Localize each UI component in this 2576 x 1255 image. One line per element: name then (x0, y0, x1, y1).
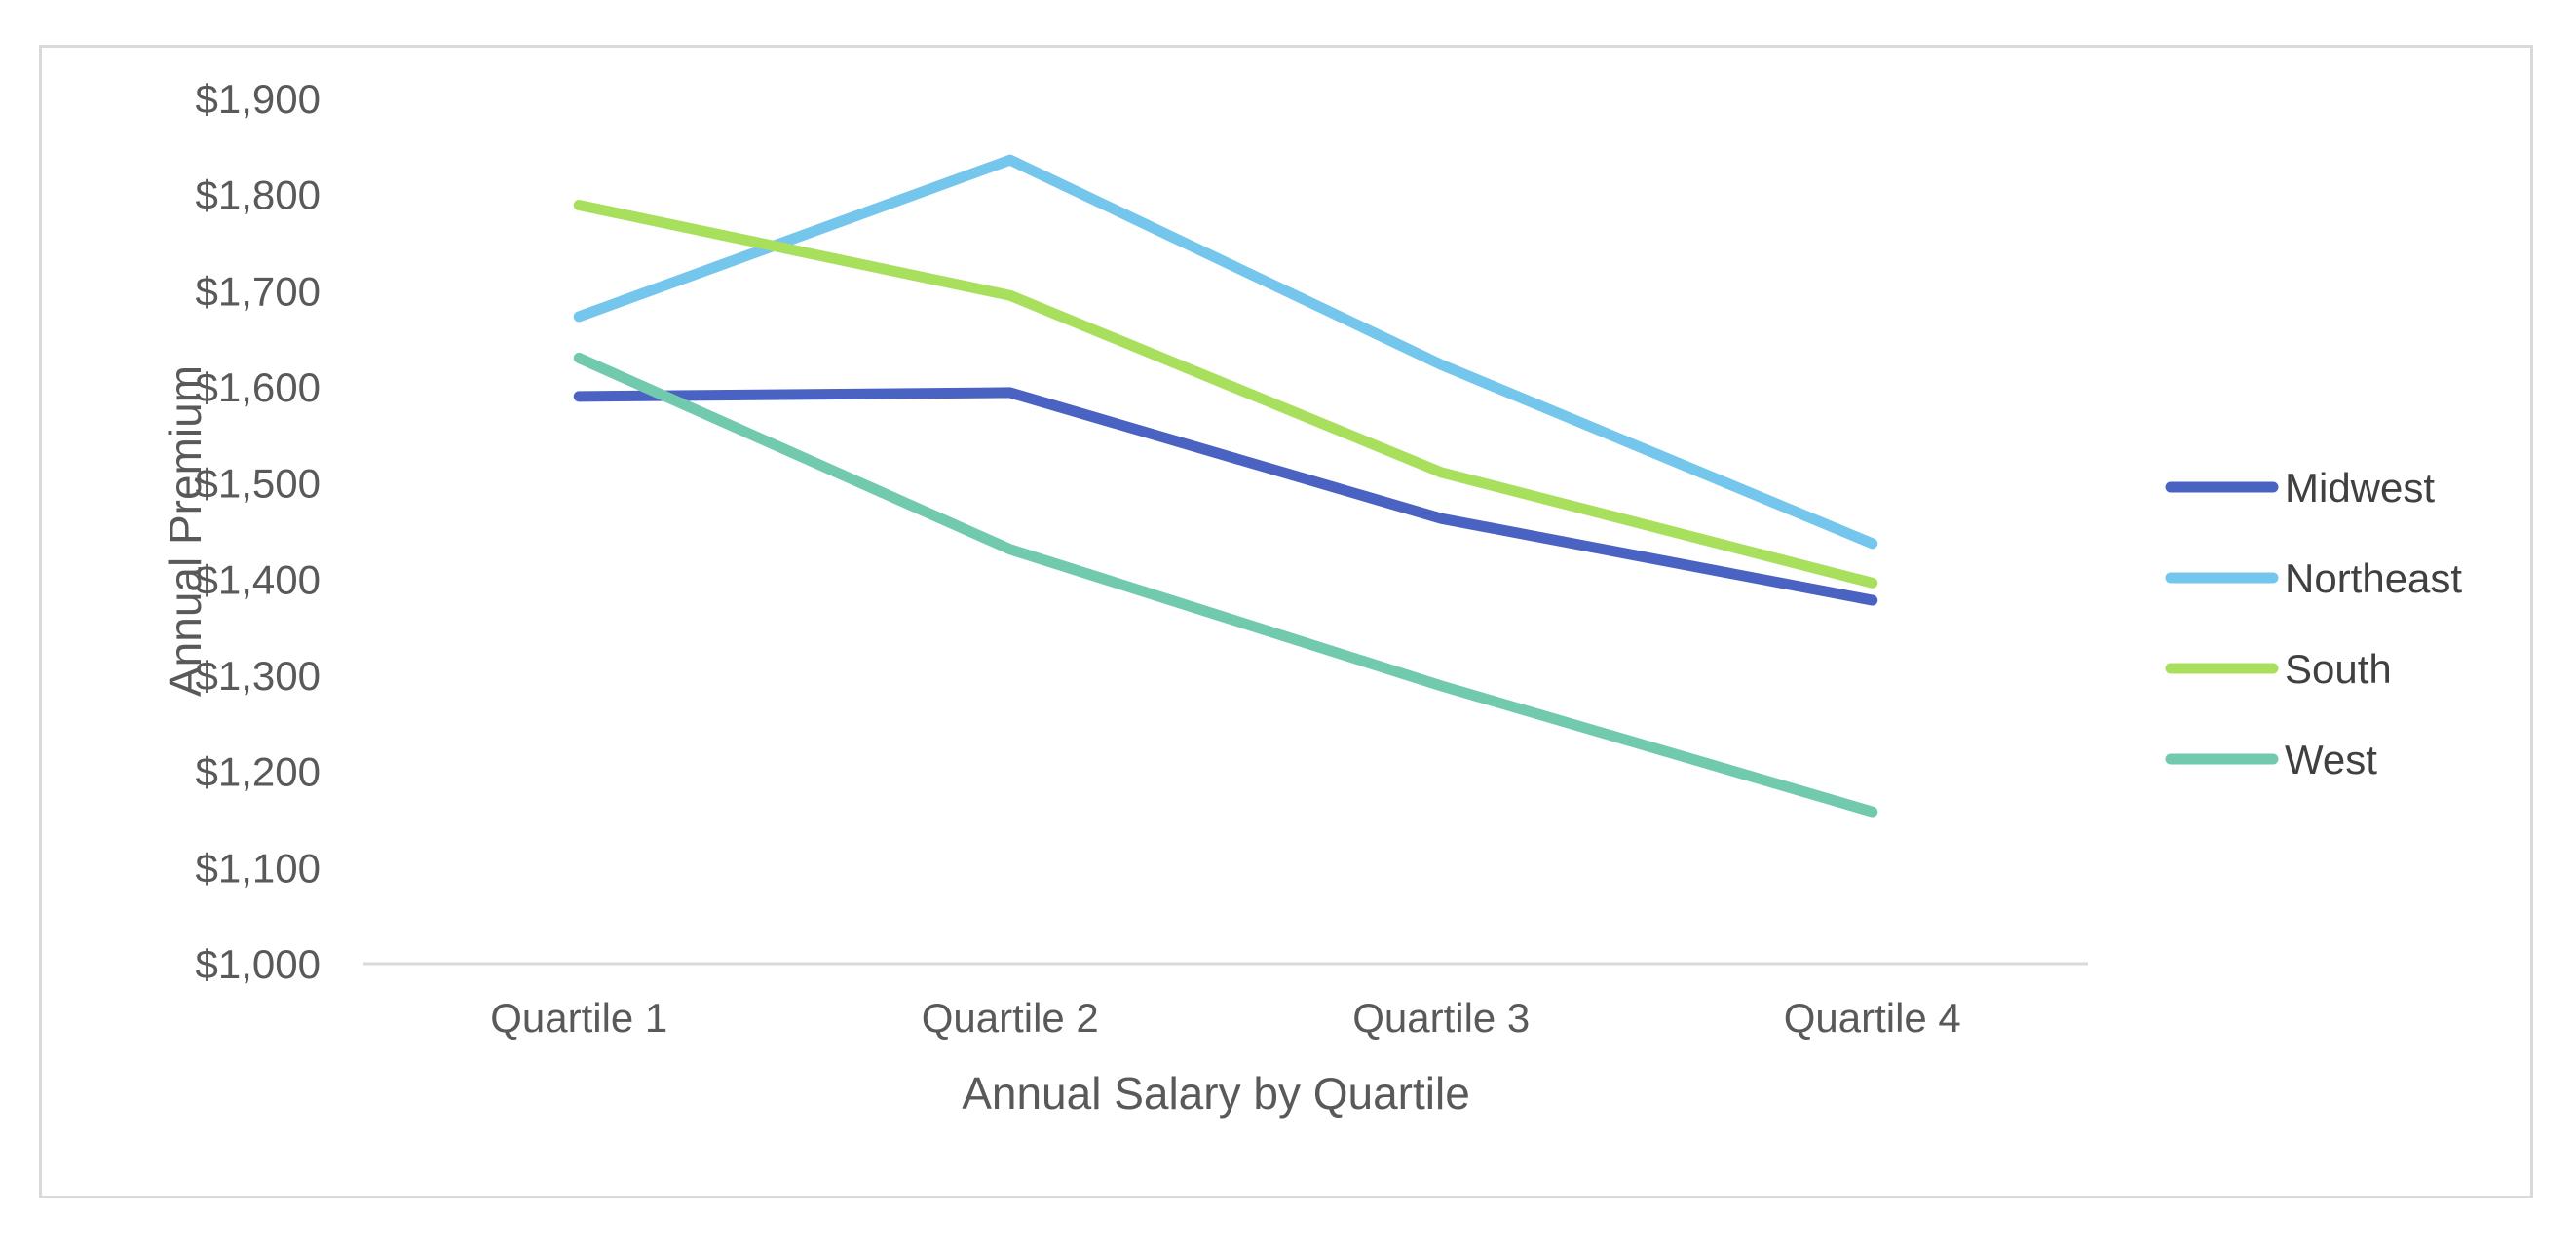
data-point-northeast (1872, 543, 1874, 545)
series-lines (573, 154, 1878, 818)
data-point-west (1440, 685, 1442, 687)
series-line-south (573, 200, 1878, 589)
y-tick-label: $1,200 (196, 749, 321, 795)
y-tick-label: $1,000 (196, 941, 321, 987)
y-tick-label: $1,800 (196, 172, 321, 218)
x-tick-label: Quartile 1 (490, 995, 667, 1041)
y-tick-label: $1,300 (196, 653, 321, 699)
y-tick-label: $1,400 (196, 556, 321, 602)
legend-label-south: South (2285, 646, 2392, 692)
y-tick-label: $1,900 (196, 76, 321, 122)
data-point-west (1009, 549, 1011, 551)
x-tick-label: Quartile 3 (1352, 995, 1530, 1041)
x-axis-title: Annual Salary by Quartile (962, 1068, 1470, 1119)
data-point-south (578, 205, 580, 207)
data-point-south (1872, 582, 1874, 584)
data-point-midwest (1440, 517, 1442, 519)
data-point-west (578, 357, 580, 359)
series-line-northeast (573, 154, 1878, 550)
y-tick-label: $1,700 (196, 268, 321, 314)
y-tick-label: $1,500 (196, 461, 321, 507)
x-tick-label: Quartile 4 (1784, 995, 1961, 1041)
y-tick-label: $1,100 (196, 845, 321, 891)
y-tick-label: $1,600 (196, 364, 321, 410)
data-point-midwest (1009, 392, 1011, 394)
data-point-midwest (1872, 599, 1874, 601)
data-point-northeast (578, 316, 580, 318)
x-axis-ticks: Quartile 1 Quartile 2 Quartile 3 Quartile 4 (490, 995, 1961, 1041)
y-axis-ticks: $1,000 $1,100 $1,200 $1,300 $1,400 $1,500 $1,6… (196, 76, 321, 987)
chart-frame: $1,000 $1,100 $1,200 $1,300 $1,400 $1,500 $1,6… (39, 45, 2533, 1198)
series-line-west (573, 352, 1878, 818)
line-chart: $1,000 $1,100 $1,200 $1,300 $1,400 $1,500 $1,6… (160, 76, 2462, 1119)
legend-label-midwest: Midwest (2285, 465, 2435, 511)
data-point-south (1440, 472, 1442, 474)
series-line-midwest (573, 387, 1878, 606)
legend-label-west: West (2285, 737, 2377, 782)
legend-label-northeast: Northeast (2285, 555, 2462, 601)
data-point-south (1009, 294, 1011, 296)
data-point-west (1872, 811, 1874, 813)
data-point-northeast (1009, 159, 1011, 161)
legend: Midwest Northeast South West (2165, 465, 2462, 782)
data-point-midwest (578, 396, 580, 398)
x-tick-label: Quartile 2 (922, 995, 1099, 1041)
y-axis-title: Annual Premium (160, 365, 210, 697)
data-point-northeast (1440, 363, 1442, 365)
